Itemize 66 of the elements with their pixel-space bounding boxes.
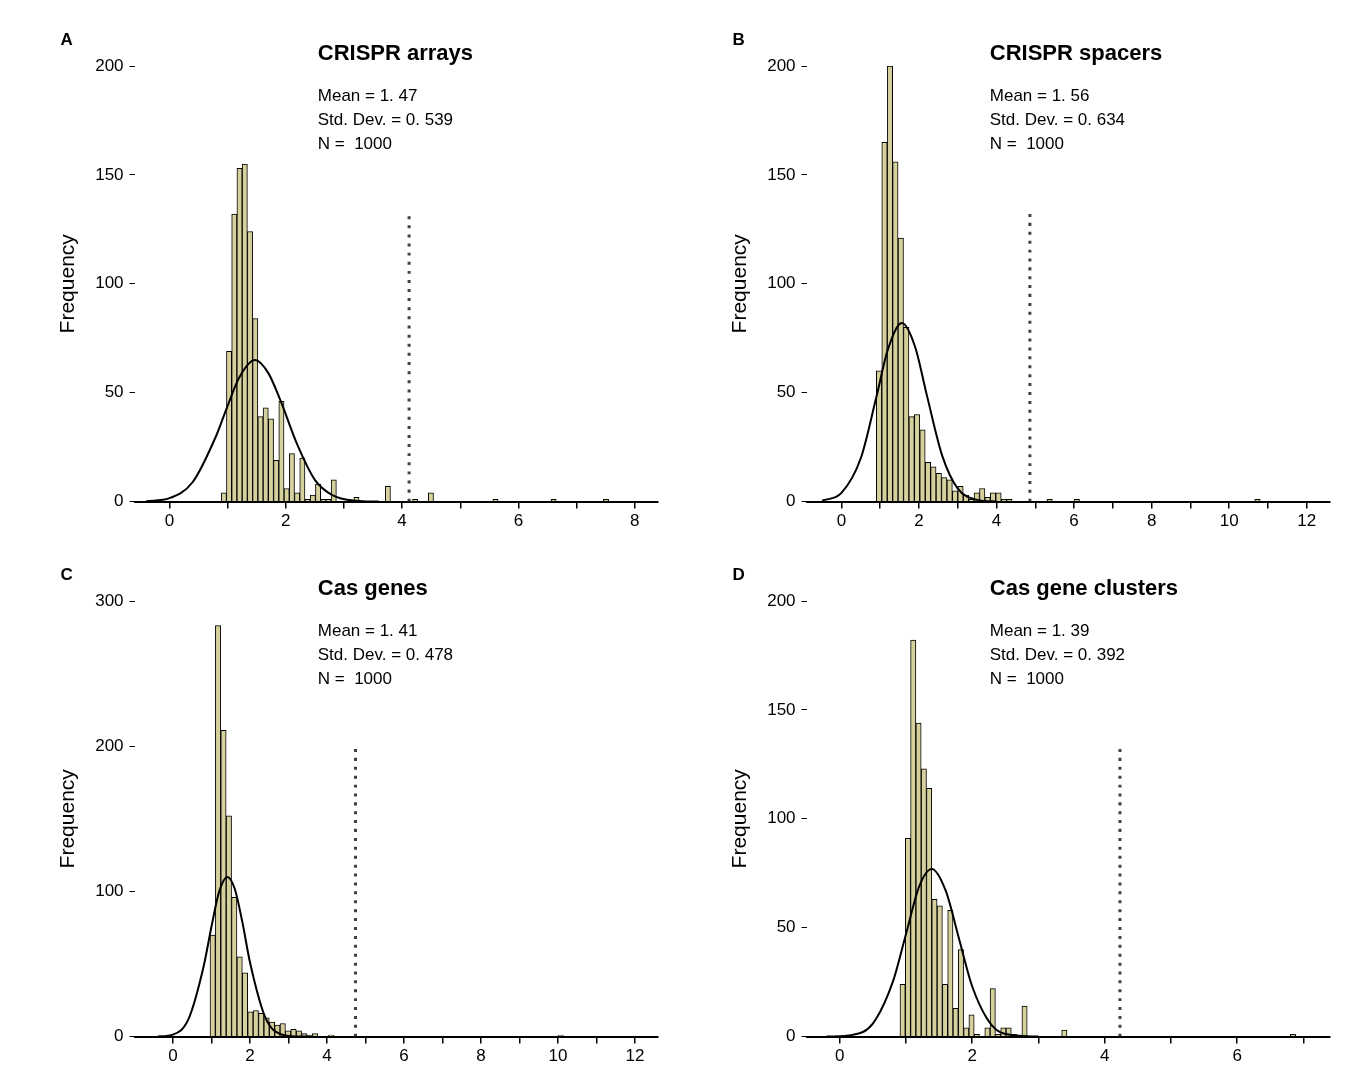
y-tick-label: 150 [767, 699, 796, 719]
annotation: Std. Dev. = 0. 539 [317, 109, 454, 129]
chart-title: CRISPR arrays [317, 40, 474, 66]
x-tick-label: 0 [836, 511, 847, 531]
y-tick-label: 200 [95, 735, 124, 755]
y-tick-label: 0 [786, 491, 796, 511]
y-tick-label: 50 [776, 917, 796, 937]
y-tick-label: 300 [95, 590, 124, 610]
x-tick-label: 4 [322, 1046, 332, 1066]
x-tick-label: 2 [967, 1046, 977, 1066]
y-tick-label: 100 [767, 273, 796, 293]
y-tick-label: 150 [95, 164, 124, 184]
y-tick-label: 100 [95, 273, 124, 293]
annotation: N = 1000 [989, 133, 1064, 153]
chart-title: CRISPR spacers [989, 40, 1163, 66]
y-tick-label: 50 [104, 382, 124, 402]
y-tick-label: 200 [95, 55, 124, 75]
x-tick-label: 10 [548, 1046, 568, 1066]
text: A [60, 29, 73, 49]
x-tick-label: 0 [164, 511, 175, 531]
x-tick-label: 6 [1232, 1046, 1242, 1066]
x-tick-label: 4 [397, 511, 407, 531]
y-tick-label: 0 [114, 491, 124, 511]
text: C [60, 564, 73, 584]
annotation: Mean = 1. 56 [989, 85, 1090, 105]
chart-title: Cas genes [317, 575, 428, 601]
x-tick-label: 12 [1297, 511, 1317, 531]
annotation: Std. Dev. = 0. 392 [989, 644, 1126, 664]
y-tick-label: 200 [767, 590, 796, 610]
x-tick-label: 2 [281, 511, 291, 531]
x-tick-label: 6 [399, 1046, 409, 1066]
annotation: N = 1000 [317, 668, 392, 688]
y-tick-label: 50 [776, 382, 796, 402]
x-tick-label: 2 [245, 1046, 255, 1066]
x-tick-label: 6 [513, 511, 524, 531]
annotation: Mean = 1. 47 [317, 85, 418, 105]
y-tick-label: 0 [114, 1026, 124, 1046]
annotation: N = 1000 [989, 668, 1064, 688]
y-tick-label: 100 [95, 881, 124, 901]
x-tick-label: 0 [168, 1046, 178, 1066]
annotation: Mean = 1. 41 [317, 620, 418, 640]
annotation: Std. Dev. = 0. 634 [989, 109, 1126, 129]
x-tick-label: 4 [1099, 1046, 1110, 1066]
x-tick-label: 10 [1219, 511, 1239, 531]
x-tick-label: 4 [991, 511, 1002, 531]
y-tick-label: 150 [767, 164, 796, 184]
text: D [732, 564, 745, 584]
text: B [732, 29, 745, 49]
x-tick-label: 6 [1069, 511, 1079, 531]
x-tick-label: 0 [834, 1046, 845, 1066]
annotation: Mean = 1. 39 [989, 620, 1090, 640]
y-tick-label: 100 [767, 808, 796, 828]
annotation: Std. Dev. = 0. 478 [317, 644, 454, 664]
annotation: N = 1000 [317, 133, 392, 153]
y-axis-title: Frequency [55, 233, 79, 334]
x-tick-label: 8 [630, 511, 640, 531]
x-tick-label: 2 [914, 511, 924, 531]
y-axis-title: Frequency [727, 768, 751, 869]
x-tick-label: 8 [1146, 511, 1157, 531]
chart-title: Cas gene clusters [989, 575, 1179, 601]
y-axis-title: Frequency [55, 768, 79, 869]
x-tick-label: 12 [625, 1046, 645, 1066]
x-tick-label: 8 [476, 1046, 486, 1066]
y-tick-label: 200 [767, 55, 796, 75]
y-axis-title: Frequency [727, 233, 751, 334]
y-tick-label: 0 [786, 1026, 796, 1046]
